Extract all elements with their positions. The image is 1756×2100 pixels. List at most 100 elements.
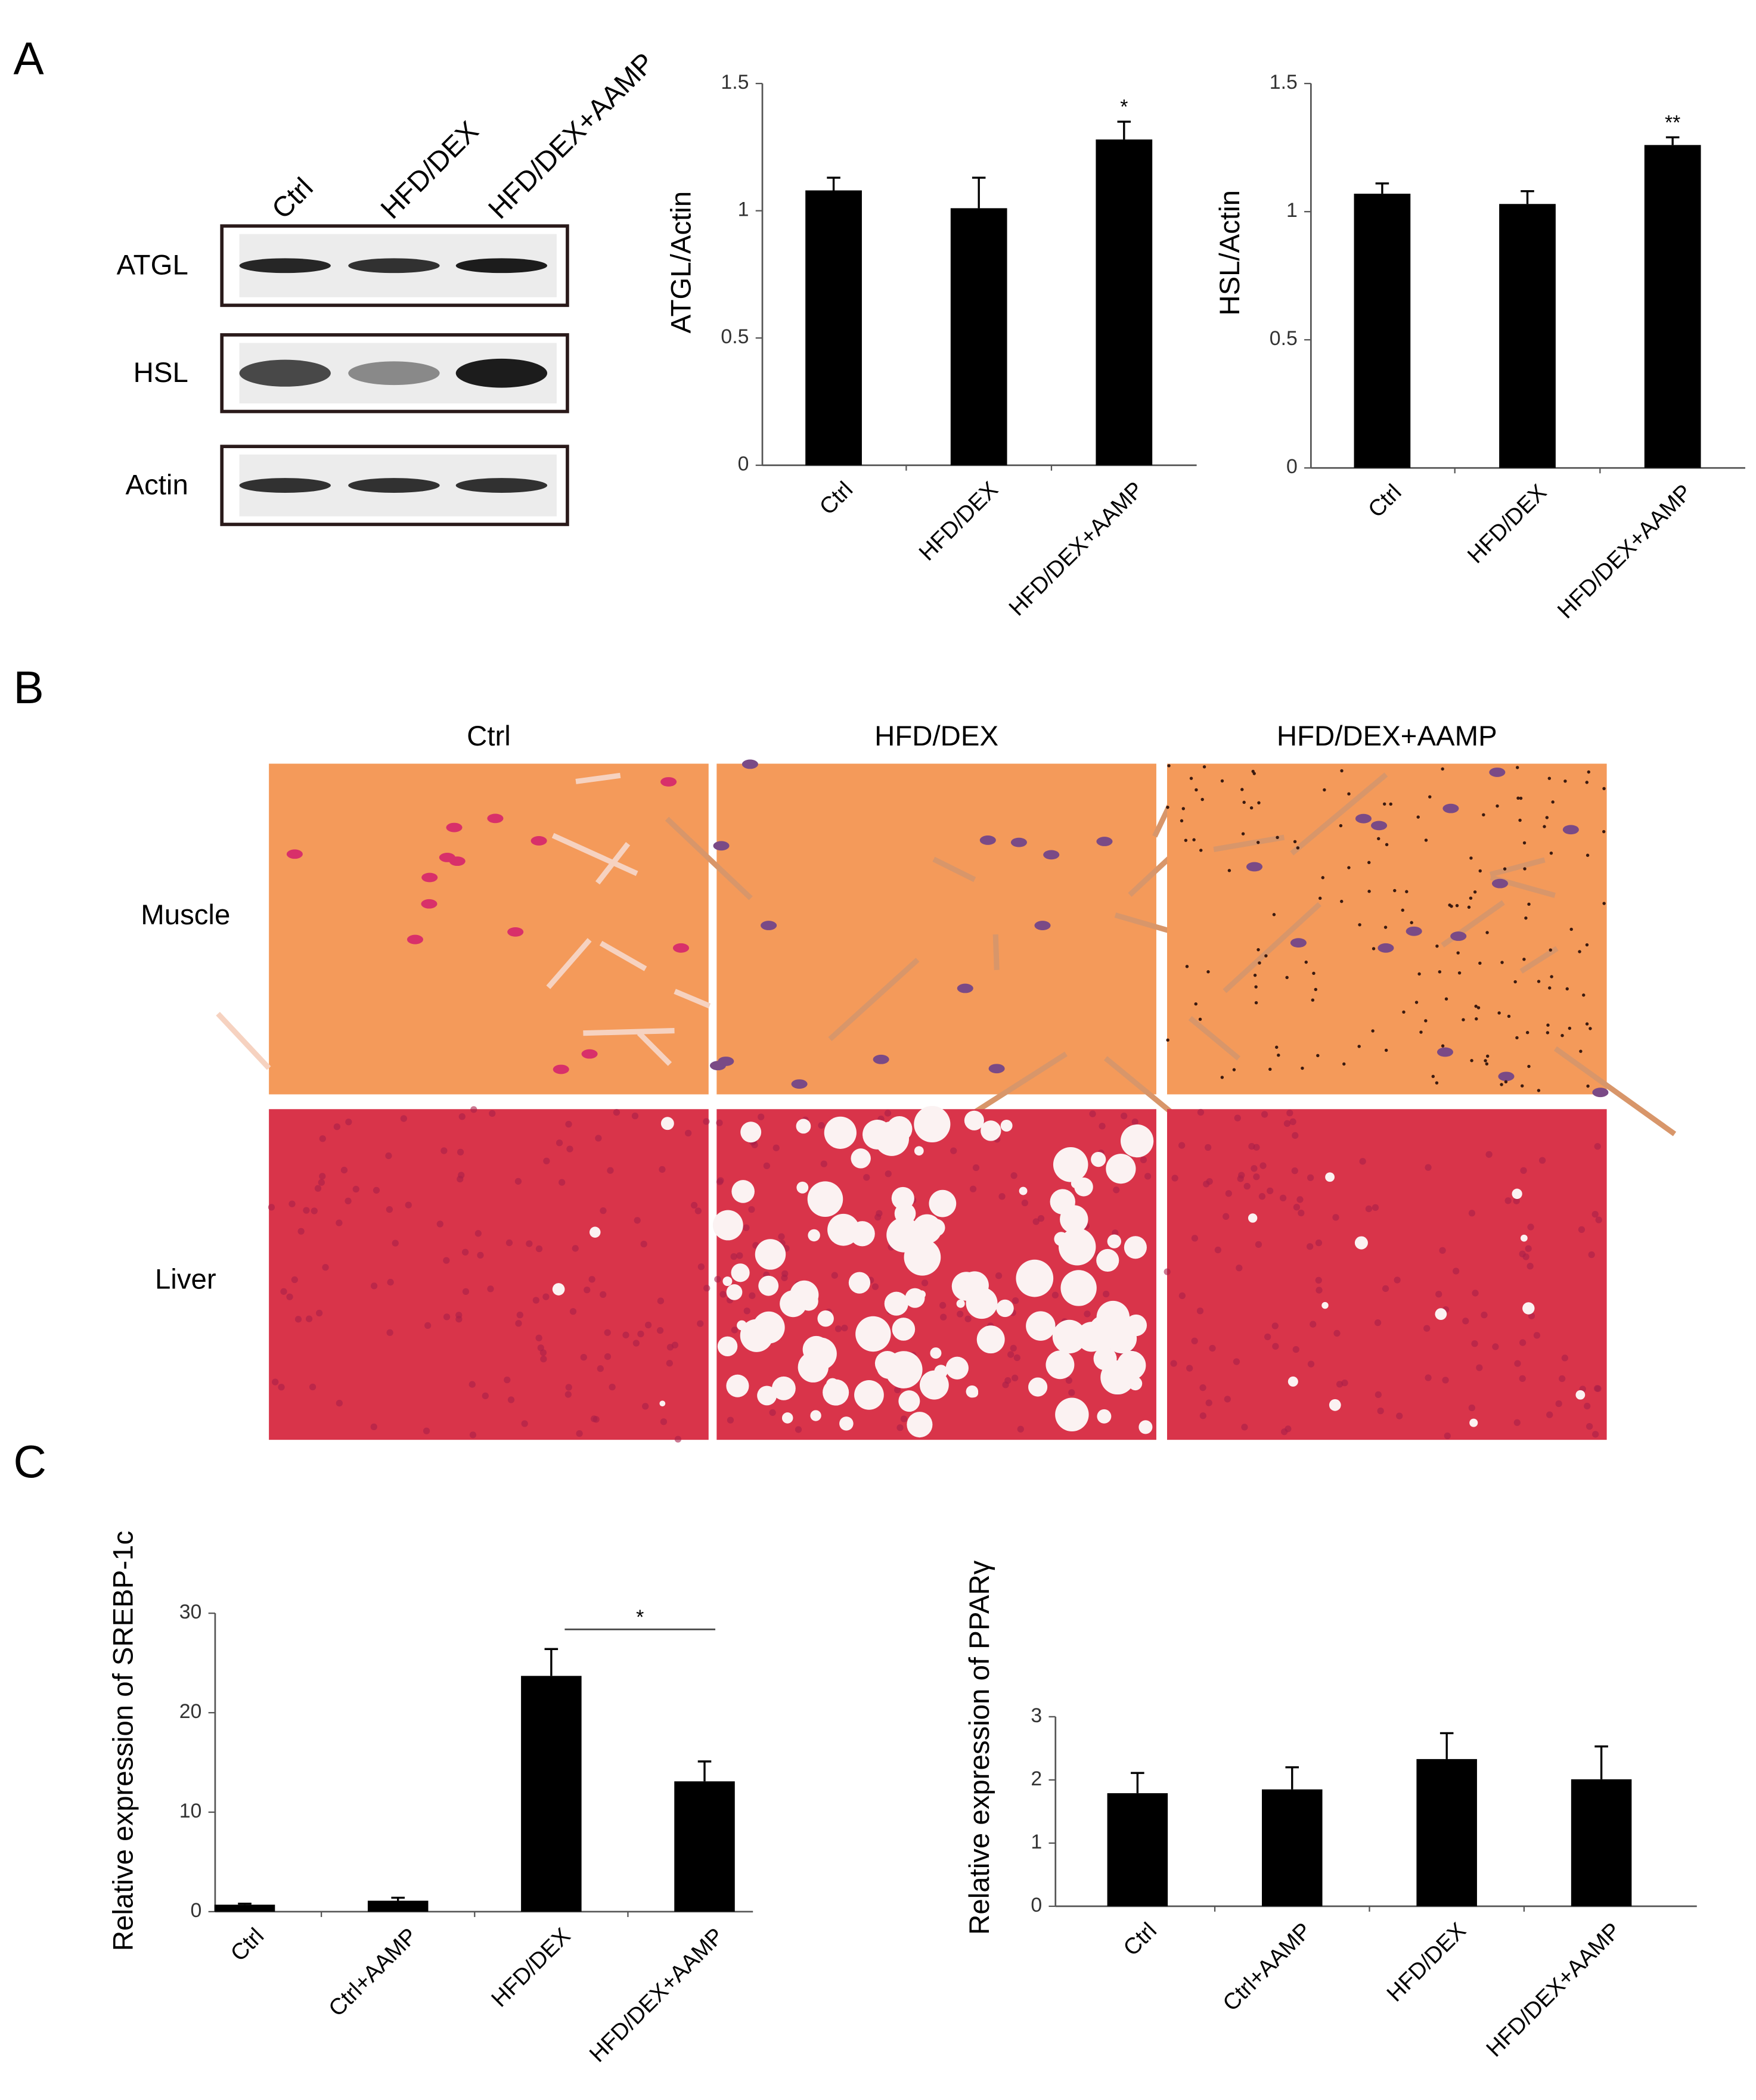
cell (1546, 1411, 1553, 1418)
cell (921, 1279, 929, 1287)
lipid-dot (1503, 867, 1507, 871)
vacuole (976, 1325, 1005, 1354)
vacuole (1091, 1151, 1106, 1167)
cell (642, 1403, 649, 1410)
vacuole (1138, 1420, 1153, 1434)
cell (1514, 1360, 1521, 1367)
lipid-dot (1455, 903, 1459, 908)
cell (333, 1123, 340, 1130)
cell (666, 1359, 673, 1367)
column-title: HFD/DEX+AAMP (1277, 720, 1497, 752)
cell (998, 1193, 1006, 1200)
bar (521, 1676, 582, 1912)
lipid-dot (1347, 866, 1351, 869)
lipid-dot (1515, 766, 1519, 769)
cell (1471, 1340, 1478, 1347)
cell (969, 1185, 977, 1192)
cell (1170, 1360, 1177, 1367)
cell (1068, 1389, 1075, 1396)
nucleus (1489, 768, 1506, 777)
cell (1559, 1375, 1566, 1383)
vacuole (969, 1388, 979, 1398)
lipid-dot (1586, 1084, 1590, 1088)
cell (1468, 1210, 1476, 1217)
cell (772, 1144, 780, 1151)
cell (288, 1200, 296, 1207)
cell (1214, 1246, 1222, 1254)
cell (1396, 1412, 1403, 1419)
nucleus (1371, 821, 1388, 831)
error-bar (238, 1902, 252, 1905)
lipid-dot (1358, 923, 1361, 927)
nucleus (1442, 803, 1459, 813)
vacuole (731, 1180, 755, 1203)
cell (1205, 1399, 1212, 1406)
cell (1435, 1291, 1442, 1298)
cell (1453, 1268, 1460, 1275)
cell (1099, 1123, 1106, 1130)
cell (1513, 1419, 1521, 1426)
cell (556, 1139, 563, 1147)
cell (516, 1311, 523, 1319)
nucleus (407, 934, 423, 945)
cell (1292, 1346, 1299, 1353)
nucleus (1246, 862, 1263, 872)
cell (1089, 1110, 1096, 1117)
cell (462, 1288, 470, 1295)
cell (373, 1186, 380, 1194)
cell (1307, 1174, 1314, 1181)
cell (697, 1263, 705, 1270)
cell (1468, 1404, 1476, 1412)
cell (684, 1129, 692, 1137)
cell (874, 1213, 882, 1221)
significance: ** (1665, 111, 1680, 134)
fiber-boundary (1519, 946, 1559, 974)
lipid-dot (1180, 819, 1184, 823)
lipid-dot (1550, 975, 1553, 978)
cell (781, 1270, 789, 1278)
column-title: Ctrl (467, 720, 511, 752)
vacuole (817, 1310, 834, 1327)
row-label: Muscle (141, 899, 230, 931)
cell (1527, 1223, 1534, 1231)
lipid-dot (1371, 1029, 1375, 1033)
lipid-dot (1416, 815, 1420, 819)
vacuole (914, 1105, 951, 1143)
lipid-dot (1496, 804, 1499, 808)
y-tick-label: 3 (1031, 1704, 1042, 1727)
cell (834, 1325, 842, 1332)
lipid-dot (1296, 846, 1300, 850)
nucleus (742, 759, 758, 769)
cell (1519, 1250, 1526, 1257)
cell (896, 1424, 904, 1431)
blot-band (239, 359, 331, 387)
cell (532, 1297, 539, 1304)
lipid-dot (1522, 841, 1527, 845)
cell (900, 1415, 908, 1422)
cell (1593, 1385, 1601, 1392)
cell (352, 1185, 359, 1193)
vacuole (1575, 1390, 1586, 1400)
lipid-dot (1448, 903, 1451, 907)
cell (1251, 1165, 1258, 1172)
cell (319, 1173, 326, 1180)
cell (1012, 1374, 1019, 1382)
cell (995, 1272, 1003, 1279)
fiber-boundary (1489, 857, 1546, 877)
histology-image (1166, 763, 1677, 1136)
lipid-dot (1478, 961, 1482, 965)
lipid-dot (1475, 1017, 1478, 1021)
nucleus (988, 1064, 1005, 1074)
fiber-boundary (1290, 772, 1388, 856)
cell (318, 1179, 325, 1186)
nucleus (761, 921, 777, 930)
lipid-dot (1256, 948, 1260, 952)
lipid-dot (1347, 792, 1351, 796)
cell (1525, 1245, 1532, 1252)
cell (1504, 1197, 1512, 1204)
cell (521, 1420, 528, 1427)
nucleus (553, 1064, 569, 1074)
lipid-dot (1220, 779, 1224, 783)
cell (1021, 1199, 1028, 1207)
cell (515, 1320, 522, 1327)
